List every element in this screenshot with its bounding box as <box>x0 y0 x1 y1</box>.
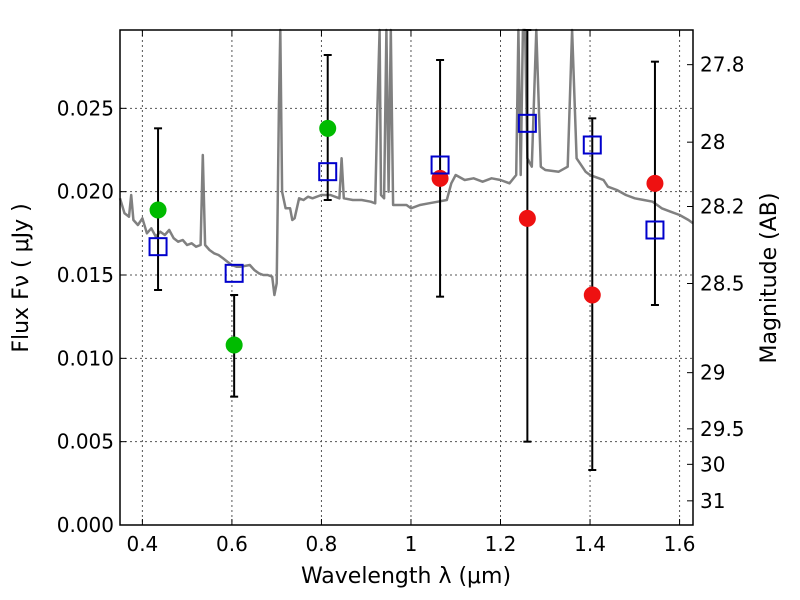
y-axis-label: Flux Fν ( μJy ) <box>9 203 34 352</box>
model-point-box <box>148 237 168 257</box>
x-tick-label: 1 <box>405 532 418 556</box>
plot-frame <box>119 29 694 526</box>
y-tick-label: 0.010 <box>57 346 114 370</box>
y2-axis-ticks: 27.8 28 28.2 28.5 29 29.5 30 31 <box>687 53 745 513</box>
y2-tick-label: 29 <box>700 361 725 385</box>
y-axis-ticks: 0.000 0.005 0.010 0.015 0.020 0.025 <box>57 96 126 537</box>
grid <box>120 30 693 525</box>
y2-tick-label: 28.5 <box>700 272 745 296</box>
model-points-layer <box>148 113 665 283</box>
observed-point-red <box>518 209 536 227</box>
observed-points-layer <box>149 119 664 354</box>
y2-tick-label: 27.8 <box>700 53 745 77</box>
y2-tick-label: 29.5 <box>700 417 745 441</box>
observed-point-green <box>225 336 243 354</box>
y2-tick-label: 30 <box>700 452 725 476</box>
x-tick-label: 0.6 <box>216 532 248 556</box>
sed-spectrum-line <box>118 28 694 297</box>
model-point-box <box>645 220 665 240</box>
observed-point-red <box>646 174 664 192</box>
x-axis-label: Wavelength λ (μm) <box>301 564 511 589</box>
x-tick-label: 0.8 <box>306 532 338 556</box>
y2-tick-label: 28.2 <box>700 195 745 219</box>
y2-tick-label: 28 <box>700 130 725 154</box>
model-point-box <box>582 135 602 155</box>
x-tick-label: 1.4 <box>574 532 606 556</box>
x-tick-label: 0.4 <box>126 532 158 556</box>
observed-point-green <box>319 119 337 137</box>
errorbar-layer <box>154 29 659 471</box>
y-tick-label: 0.015 <box>57 263 114 287</box>
x-tick-label: 1.2 <box>485 532 517 556</box>
model-point-box <box>430 155 450 175</box>
y-tick-label: 0.005 <box>57 430 114 454</box>
x-tick-label: 1.6 <box>664 532 696 556</box>
model-point-box <box>318 162 338 182</box>
model-point-box <box>517 113 537 133</box>
model-point-box <box>224 263 244 283</box>
observed-point-red <box>583 286 601 304</box>
errorbar <box>523 29 532 443</box>
observed-point-green <box>149 201 167 219</box>
sed-spectrum-layer <box>118 28 694 297</box>
y-tick-label: 0.020 <box>57 180 114 204</box>
y2-tick-label: 31 <box>700 489 725 513</box>
x-axis-ticks: 0.4 0.6 0.8 1 1.2 1.4 1.6 <box>126 30 695 556</box>
y-tick-label: 0.025 <box>57 96 114 120</box>
y-tick-label: 0.000 <box>57 513 114 537</box>
y2-axis-label: Magnitude (AB) <box>757 193 782 364</box>
